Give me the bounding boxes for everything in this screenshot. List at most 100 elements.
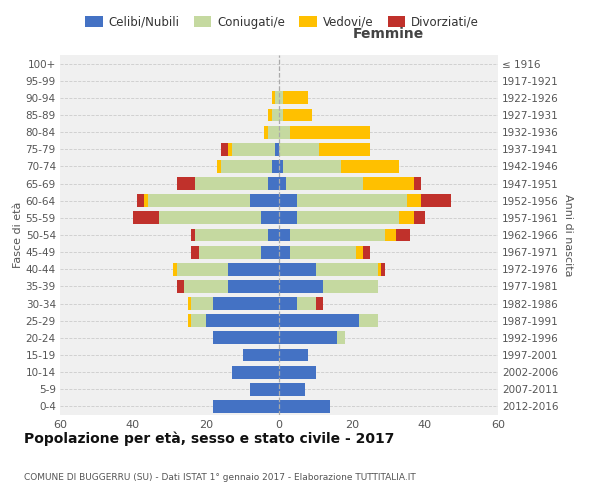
Bar: [275, 143, 279, 156]
Bar: [272, 108, 279, 122]
Bar: [191, 314, 206, 327]
Bar: [316, 297, 323, 310]
Bar: [297, 212, 400, 224]
Bar: [421, 194, 451, 207]
Bar: [279, 194, 297, 207]
Bar: [188, 314, 191, 327]
Bar: [250, 194, 279, 207]
Bar: [195, 228, 268, 241]
Bar: [268, 228, 279, 241]
Bar: [297, 297, 316, 310]
Bar: [148, 194, 250, 207]
Bar: [279, 160, 283, 173]
Bar: [232, 143, 275, 156]
Bar: [158, 212, 261, 224]
Bar: [377, 263, 381, 276]
Bar: [290, 228, 385, 241]
Bar: [265, 126, 268, 138]
Bar: [228, 263, 279, 276]
Bar: [261, 212, 279, 224]
Bar: [414, 212, 425, 224]
Bar: [199, 246, 261, 258]
Bar: [268, 126, 279, 138]
Bar: [232, 366, 279, 378]
Bar: [356, 246, 363, 258]
Bar: [359, 314, 377, 327]
Bar: [385, 228, 396, 241]
Bar: [286, 177, 363, 190]
Bar: [275, 92, 279, 104]
Bar: [316, 263, 377, 276]
Bar: [400, 212, 414, 224]
Bar: [297, 194, 407, 207]
Bar: [221, 160, 272, 173]
Bar: [177, 280, 184, 293]
Bar: [407, 194, 421, 207]
Bar: [381, 263, 385, 276]
Bar: [283, 108, 312, 122]
Bar: [363, 246, 370, 258]
Bar: [279, 212, 297, 224]
Y-axis label: Anni di nascita: Anni di nascita: [563, 194, 573, 276]
Bar: [414, 177, 421, 190]
Bar: [283, 160, 341, 173]
Bar: [279, 383, 305, 396]
Text: Popolazione per età, sesso e stato civile - 2017: Popolazione per età, sesso e stato civil…: [24, 431, 394, 446]
Bar: [279, 92, 283, 104]
Bar: [283, 92, 308, 104]
Bar: [177, 263, 228, 276]
Bar: [191, 228, 195, 241]
Bar: [279, 246, 290, 258]
Bar: [188, 297, 191, 310]
Bar: [279, 108, 283, 122]
Bar: [279, 280, 323, 293]
Bar: [191, 246, 199, 258]
Bar: [290, 126, 370, 138]
Bar: [217, 160, 221, 173]
Bar: [279, 228, 290, 241]
Bar: [279, 177, 286, 190]
Bar: [242, 348, 279, 362]
Bar: [250, 383, 279, 396]
Bar: [323, 280, 377, 293]
Bar: [279, 263, 316, 276]
Bar: [279, 297, 297, 310]
Bar: [177, 177, 195, 190]
Bar: [214, 332, 279, 344]
Bar: [144, 194, 148, 207]
Bar: [191, 297, 214, 310]
Bar: [133, 212, 158, 224]
Bar: [396, 228, 410, 241]
Bar: [279, 314, 359, 327]
Bar: [228, 280, 279, 293]
Bar: [319, 143, 370, 156]
Bar: [206, 314, 279, 327]
Bar: [137, 194, 144, 207]
Bar: [279, 366, 316, 378]
Bar: [279, 348, 308, 362]
Bar: [341, 160, 400, 173]
Bar: [268, 177, 279, 190]
Bar: [272, 160, 279, 173]
Bar: [279, 126, 290, 138]
Bar: [268, 108, 272, 122]
Bar: [337, 332, 344, 344]
Y-axis label: Fasce di età: Fasce di età: [13, 202, 23, 268]
Bar: [279, 143, 319, 156]
Bar: [272, 92, 275, 104]
Bar: [214, 400, 279, 413]
Bar: [195, 177, 268, 190]
Bar: [279, 400, 330, 413]
Bar: [228, 143, 232, 156]
Bar: [184, 280, 228, 293]
Text: Femmine: Femmine: [353, 26, 424, 40]
Text: COMUNE DI BUGGERRU (SU) - Dati ISTAT 1° gennaio 2017 - Elaborazione TUTTITALIA.I: COMUNE DI BUGGERRU (SU) - Dati ISTAT 1° …: [24, 473, 416, 482]
Bar: [363, 177, 414, 190]
Legend: Celibi/Nubili, Coniugati/e, Vedovi/e, Divorziati/e: Celibi/Nubili, Coniugati/e, Vedovi/e, Di…: [80, 11, 484, 34]
Bar: [221, 143, 228, 156]
Bar: [261, 246, 279, 258]
Bar: [173, 263, 177, 276]
Bar: [290, 246, 356, 258]
Bar: [279, 332, 337, 344]
Bar: [214, 297, 279, 310]
